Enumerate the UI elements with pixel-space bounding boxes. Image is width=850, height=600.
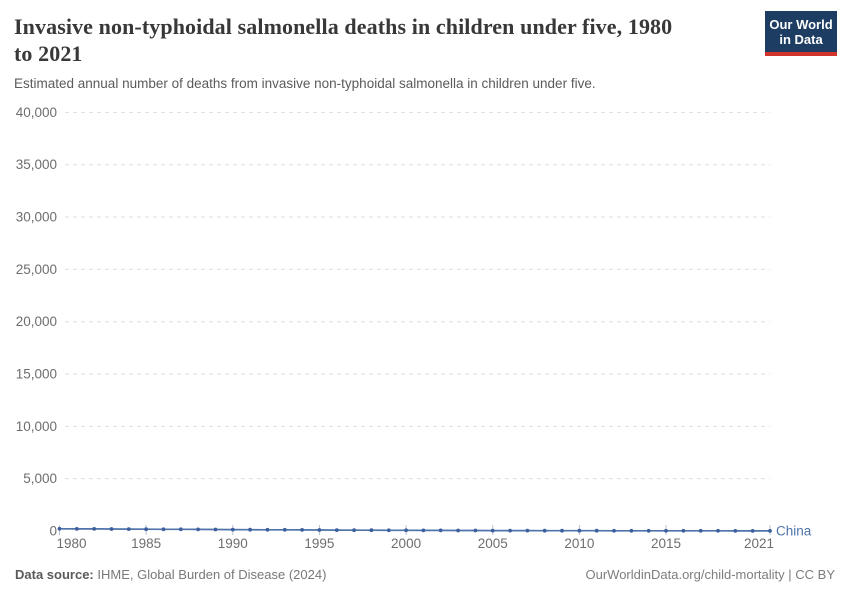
- data-point: [300, 528, 304, 532]
- data-point: [525, 528, 530, 533]
- data-point: [594, 528, 599, 533]
- data-point: [352, 528, 356, 533]
- data-point: [438, 528, 443, 533]
- page-title: Invasive non-typhoidal salmonella deaths…: [14, 13, 754, 67]
- data-point: [74, 527, 79, 531]
- credit-link[interactable]: OurWorldinData.org/child-mortality | CC …: [585, 567, 836, 582]
- data-point: [144, 527, 149, 532]
- data-point: [369, 528, 374, 533]
- y-axis-tick-label: 35,000: [16, 157, 57, 172]
- data-source: Data source: IHME, Global Burden of Dise…: [15, 567, 326, 582]
- data-point: [733, 529, 738, 533]
- data-point: [57, 526, 62, 531]
- series-label: China: [776, 523, 812, 538]
- y-axis-tick-label: 15,000: [16, 367, 57, 382]
- owid-logo-line1: Our World: [769, 17, 833, 32]
- data-point: [716, 528, 720, 533]
- data-point: [248, 527, 253, 532]
- x-axis-tick-label: 1985: [131, 536, 161, 551]
- data-point: [386, 528, 391, 533]
- data-point: [768, 529, 772, 533]
- data-point: [404, 528, 408, 533]
- data-point: [109, 527, 114, 531]
- x-axis-tick-label: 2015: [651, 536, 681, 551]
- y-axis-tick-label: 0: [49, 524, 57, 539]
- x-axis-tick-label: 2010: [564, 536, 594, 551]
- data-point: [560, 528, 564, 533]
- data-point: [317, 528, 322, 532]
- line-chart: 0 5,000 10,000 15,000 20,000 25,000 30,000 35,0…: [16, 105, 812, 551]
- y-axis-tick-label: 20,000: [16, 314, 57, 329]
- y-axis-tick-label: 5,000: [23, 471, 57, 486]
- data-point: [629, 528, 634, 533]
- x-axis-tick-label: 1995: [304, 536, 334, 551]
- data-point: [334, 528, 339, 532]
- data-point: [698, 528, 703, 533]
- title-line-1: Invasive non-typhoidal salmonella deaths…: [14, 14, 673, 39]
- x-axis-tick-label: 1990: [218, 536, 248, 551]
- data-point: [230, 527, 235, 532]
- data-point: [196, 527, 201, 532]
- data-point: [178, 527, 183, 532]
- data-point: [126, 527, 131, 531]
- y-axis-tick-label: 25,000: [16, 262, 57, 277]
- data-point: [161, 527, 166, 532]
- owid-logo-line2: in Data: [779, 32, 823, 47]
- title-line-2: to 2021: [14, 41, 83, 66]
- data-point: [646, 528, 651, 533]
- data-point: [750, 529, 755, 533]
- y-axis-tick-label: 40,000: [16, 105, 57, 120]
- chart-subtitle: Estimated annual number of deaths from i…: [14, 76, 596, 91]
- x-axis-tick-label: 2005: [478, 536, 508, 551]
- data-point: [542, 528, 547, 533]
- data-point: [490, 528, 495, 533]
- x-axis-tick-label: 2000: [391, 536, 421, 551]
- owid-logo[interactable]: Our World in Data: [765, 11, 837, 56]
- data-point: [577, 528, 582, 533]
- data-point: [612, 528, 616, 533]
- data-point: [265, 527, 270, 532]
- data-line: [58, 527, 771, 532]
- chart-header: Invasive non-typhoidal salmonella deaths…: [14, 13, 754, 92]
- data-source-text: IHME, Global Burden of Disease (2024): [93, 567, 327, 582]
- data-source-label: Data source:: [15, 567, 94, 582]
- x-axis-tick-label: 2021: [744, 536, 774, 551]
- data-point: [473, 528, 478, 533]
- data-point: [92, 527, 97, 531]
- y-axis-tick-label: 30,000: [16, 210, 57, 225]
- chart-footer: Data source: IHME, Global Burden of Dise…: [15, 567, 835, 582]
- data-point: [213, 527, 218, 532]
- data-point: [681, 528, 686, 533]
- y-axis-tick-label: 10,000: [16, 419, 57, 434]
- data-point: [421, 528, 426, 533]
- data-point: [282, 527, 287, 532]
- data-point: [508, 528, 512, 533]
- data-point: [456, 528, 460, 533]
- data-point: [664, 528, 668, 533]
- x-axis-tick-label: 1980: [57, 536, 87, 551]
